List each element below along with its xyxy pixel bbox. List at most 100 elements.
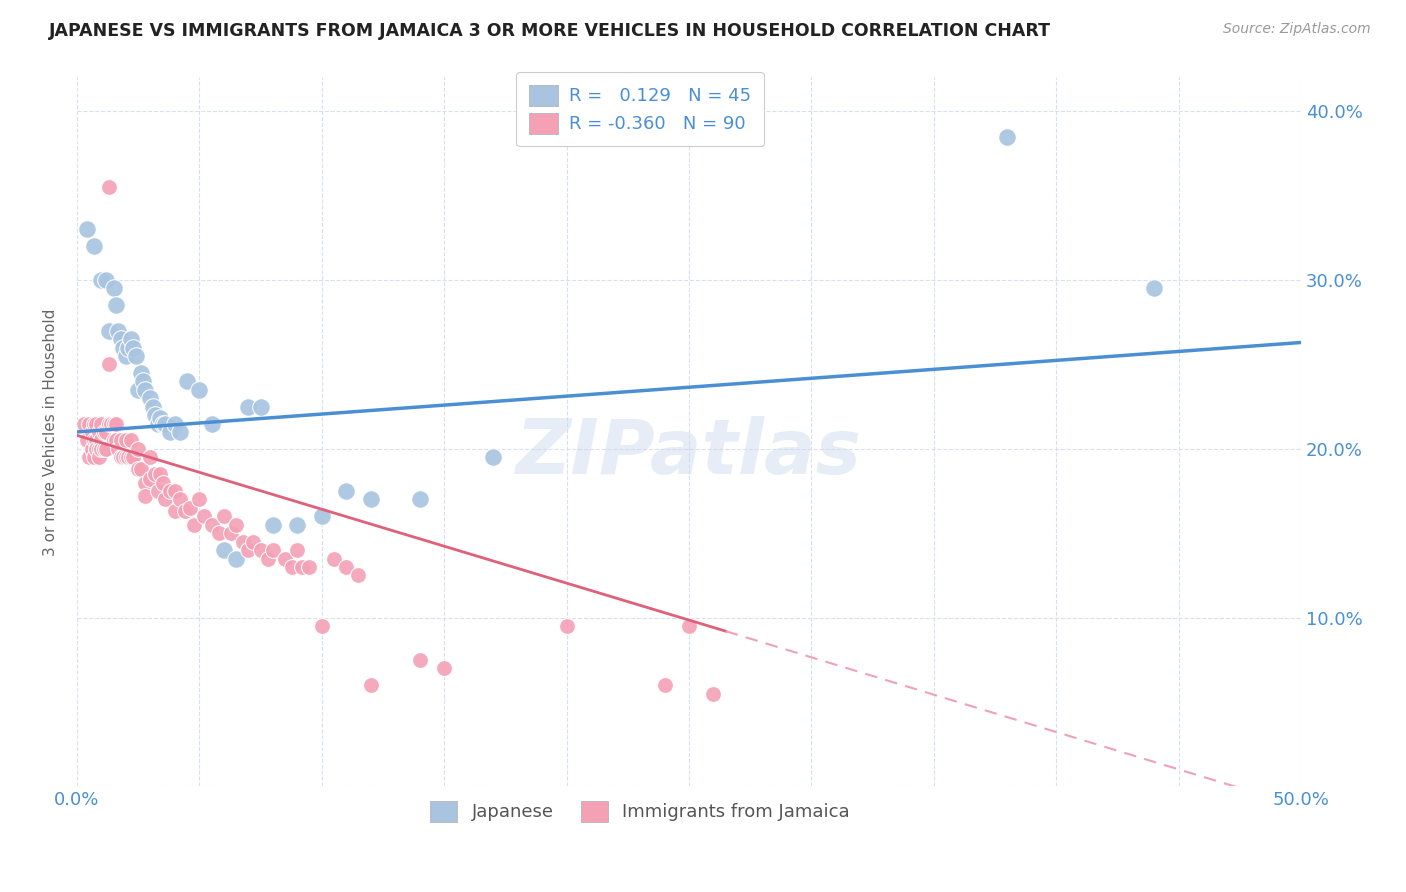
Point	[107, 442, 129, 456]
Point	[219, 526, 242, 541]
Point	[83, 434, 105, 448]
Point	[298, 560, 321, 574]
Point	[238, 400, 260, 414]
Point	[115, 434, 138, 448]
Point	[80, 425, 103, 439]
Point	[105, 434, 128, 448]
Point	[208, 526, 231, 541]
Point	[87, 425, 110, 439]
Point	[122, 450, 145, 465]
Point	[86, 442, 108, 456]
Text: ZIPatlas: ZIPatlas	[516, 417, 862, 491]
Point	[482, 450, 505, 465]
Point	[80, 442, 103, 456]
Point	[153, 492, 176, 507]
Point	[110, 332, 132, 346]
Point	[335, 560, 357, 574]
Point	[132, 374, 155, 388]
Point	[153, 417, 176, 431]
Point	[143, 467, 166, 482]
Point	[83, 417, 105, 431]
Point	[83, 239, 105, 253]
Point	[134, 475, 156, 490]
Point	[90, 434, 112, 448]
Point	[103, 417, 125, 431]
Point	[146, 484, 169, 499]
Point	[107, 324, 129, 338]
Point	[129, 462, 152, 476]
Point	[112, 450, 135, 465]
Y-axis label: 3 or more Vehicles in Household: 3 or more Vehicles in Household	[44, 309, 58, 556]
Point	[173, 504, 195, 518]
Point	[105, 298, 128, 312]
Point	[169, 425, 191, 439]
Point	[134, 383, 156, 397]
Point	[139, 391, 162, 405]
Point	[105, 417, 128, 431]
Point	[179, 500, 201, 515]
Point	[100, 417, 122, 431]
Point	[163, 417, 186, 431]
Point	[97, 417, 120, 431]
Point	[112, 341, 135, 355]
Point	[274, 551, 297, 566]
Point	[143, 408, 166, 422]
Point	[654, 678, 676, 692]
Point	[678, 619, 700, 633]
Point	[115, 450, 138, 465]
Point	[134, 489, 156, 503]
Point	[149, 467, 172, 482]
Point	[159, 484, 181, 499]
Point	[360, 492, 382, 507]
Point	[87, 450, 110, 465]
Point	[408, 492, 430, 507]
Point	[225, 517, 247, 532]
Point	[257, 551, 280, 566]
Point	[249, 400, 271, 414]
Point	[360, 678, 382, 692]
Point	[200, 417, 222, 431]
Point	[127, 442, 149, 456]
Point	[176, 374, 198, 388]
Point	[117, 341, 139, 355]
Point	[97, 358, 120, 372]
Point	[555, 619, 578, 633]
Point	[139, 450, 162, 465]
Point	[90, 417, 112, 431]
Point	[262, 517, 284, 532]
Point	[193, 509, 215, 524]
Point	[169, 492, 191, 507]
Text: Source: ZipAtlas.com: Source: ZipAtlas.com	[1223, 22, 1371, 37]
Point	[238, 543, 260, 558]
Point	[127, 462, 149, 476]
Point	[110, 450, 132, 465]
Point	[347, 568, 370, 582]
Point	[995, 129, 1018, 144]
Point	[159, 425, 181, 439]
Point	[96, 425, 118, 439]
Point	[77, 417, 100, 431]
Point	[335, 484, 357, 499]
Point	[232, 534, 254, 549]
Point	[702, 687, 724, 701]
Point	[90, 273, 112, 287]
Legend: Japanese, Immigrants from Jamaica: Japanese, Immigrants from Jamaica	[418, 788, 862, 834]
Point	[200, 517, 222, 532]
Point	[77, 450, 100, 465]
Point	[120, 450, 142, 465]
Point	[96, 273, 118, 287]
Point	[212, 509, 235, 524]
Point	[149, 411, 172, 425]
Point	[408, 653, 430, 667]
Point	[152, 475, 174, 490]
Point	[97, 324, 120, 338]
Point	[122, 341, 145, 355]
Text: JAPANESE VS IMMIGRANTS FROM JAMAICA 3 OR MORE VEHICLES IN HOUSEHOLD CORRELATION : JAPANESE VS IMMIGRANTS FROM JAMAICA 3 OR…	[49, 22, 1052, 40]
Point	[76, 222, 98, 236]
Point	[124, 349, 146, 363]
Point	[242, 534, 264, 549]
Point	[83, 450, 105, 465]
Point	[281, 560, 304, 574]
Point	[87, 442, 110, 456]
Point	[291, 560, 314, 574]
